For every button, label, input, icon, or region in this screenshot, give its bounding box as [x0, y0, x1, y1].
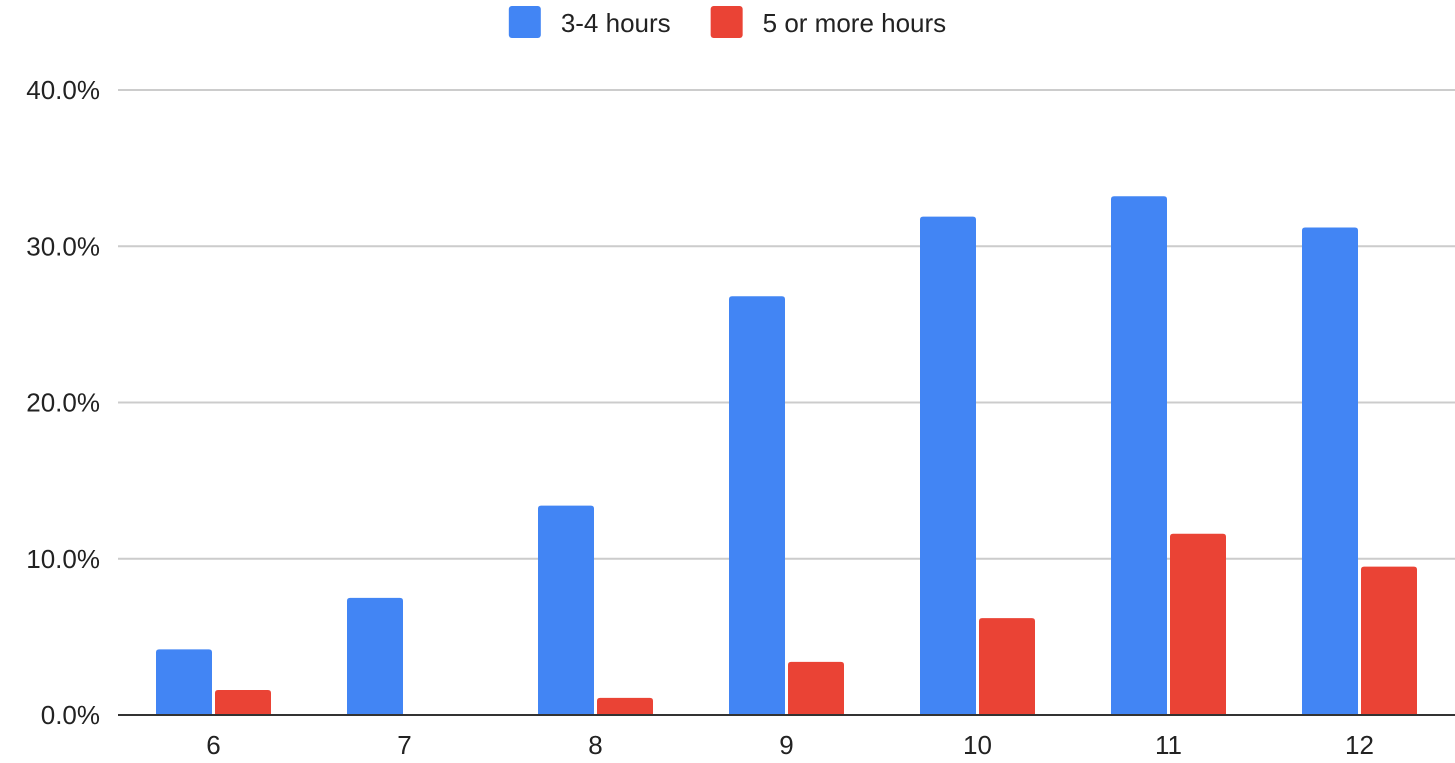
- bar-series2-8: [597, 697, 653, 715]
- x-tick-label: 6: [206, 730, 220, 760]
- y-tick-label: 20.0%: [26, 388, 100, 418]
- legend: 3-4 hours 5 or more hours: [508, 6, 947, 38]
- bar-series2-9: [788, 661, 844, 715]
- x-tick-label: 9: [779, 730, 793, 760]
- bar-series1-12: [1302, 227, 1358, 715]
- bar-series1-10: [920, 216, 976, 715]
- x-tick-label: 7: [397, 730, 411, 760]
- bar-series1-7: [347, 597, 403, 715]
- x-tick-label: 10: [963, 730, 992, 760]
- bar-series2-11: [1170, 533, 1226, 715]
- x-axis: 6 7 8 9 10 11 12: [118, 714, 1455, 760]
- bar-series2-10: [979, 618, 1035, 715]
- x-tick-label: 8: [588, 730, 602, 760]
- y-gridlines: [118, 89, 1455, 560]
- legend-swatch: [508, 6, 541, 38]
- y-tick-label: 40.0%: [26, 75, 100, 105]
- x-tick-label: 11: [1155, 730, 1182, 760]
- y-tick-label: 30.0%: [26, 231, 100, 261]
- x-tick-label: 12: [1345, 730, 1374, 760]
- bar-series2-6: [215, 690, 271, 715]
- bar-series1-8: [538, 505, 594, 715]
- y-axis: 0.0% 10.0% 20.0% 30.0% 40.0%: [26, 75, 100, 730]
- legend-item: 3-4 hours: [508, 6, 671, 38]
- bar-series1-9: [729, 296, 785, 715]
- legend-label: 5 or more hours: [763, 8, 947, 38]
- bars: [156, 196, 1417, 715]
- y-tick-label: 10.0%: [26, 544, 100, 574]
- legend-item: 5 or more hours: [710, 6, 947, 38]
- y-tick-label: 0.0%: [41, 700, 100, 730]
- legend-label: 3-4 hours: [561, 8, 671, 38]
- bar-series2-12: [1361, 566, 1417, 715]
- bar-series1-6: [156, 649, 212, 715]
- bar-series1-11: [1111, 196, 1167, 715]
- legend-swatch: [710, 6, 743, 38]
